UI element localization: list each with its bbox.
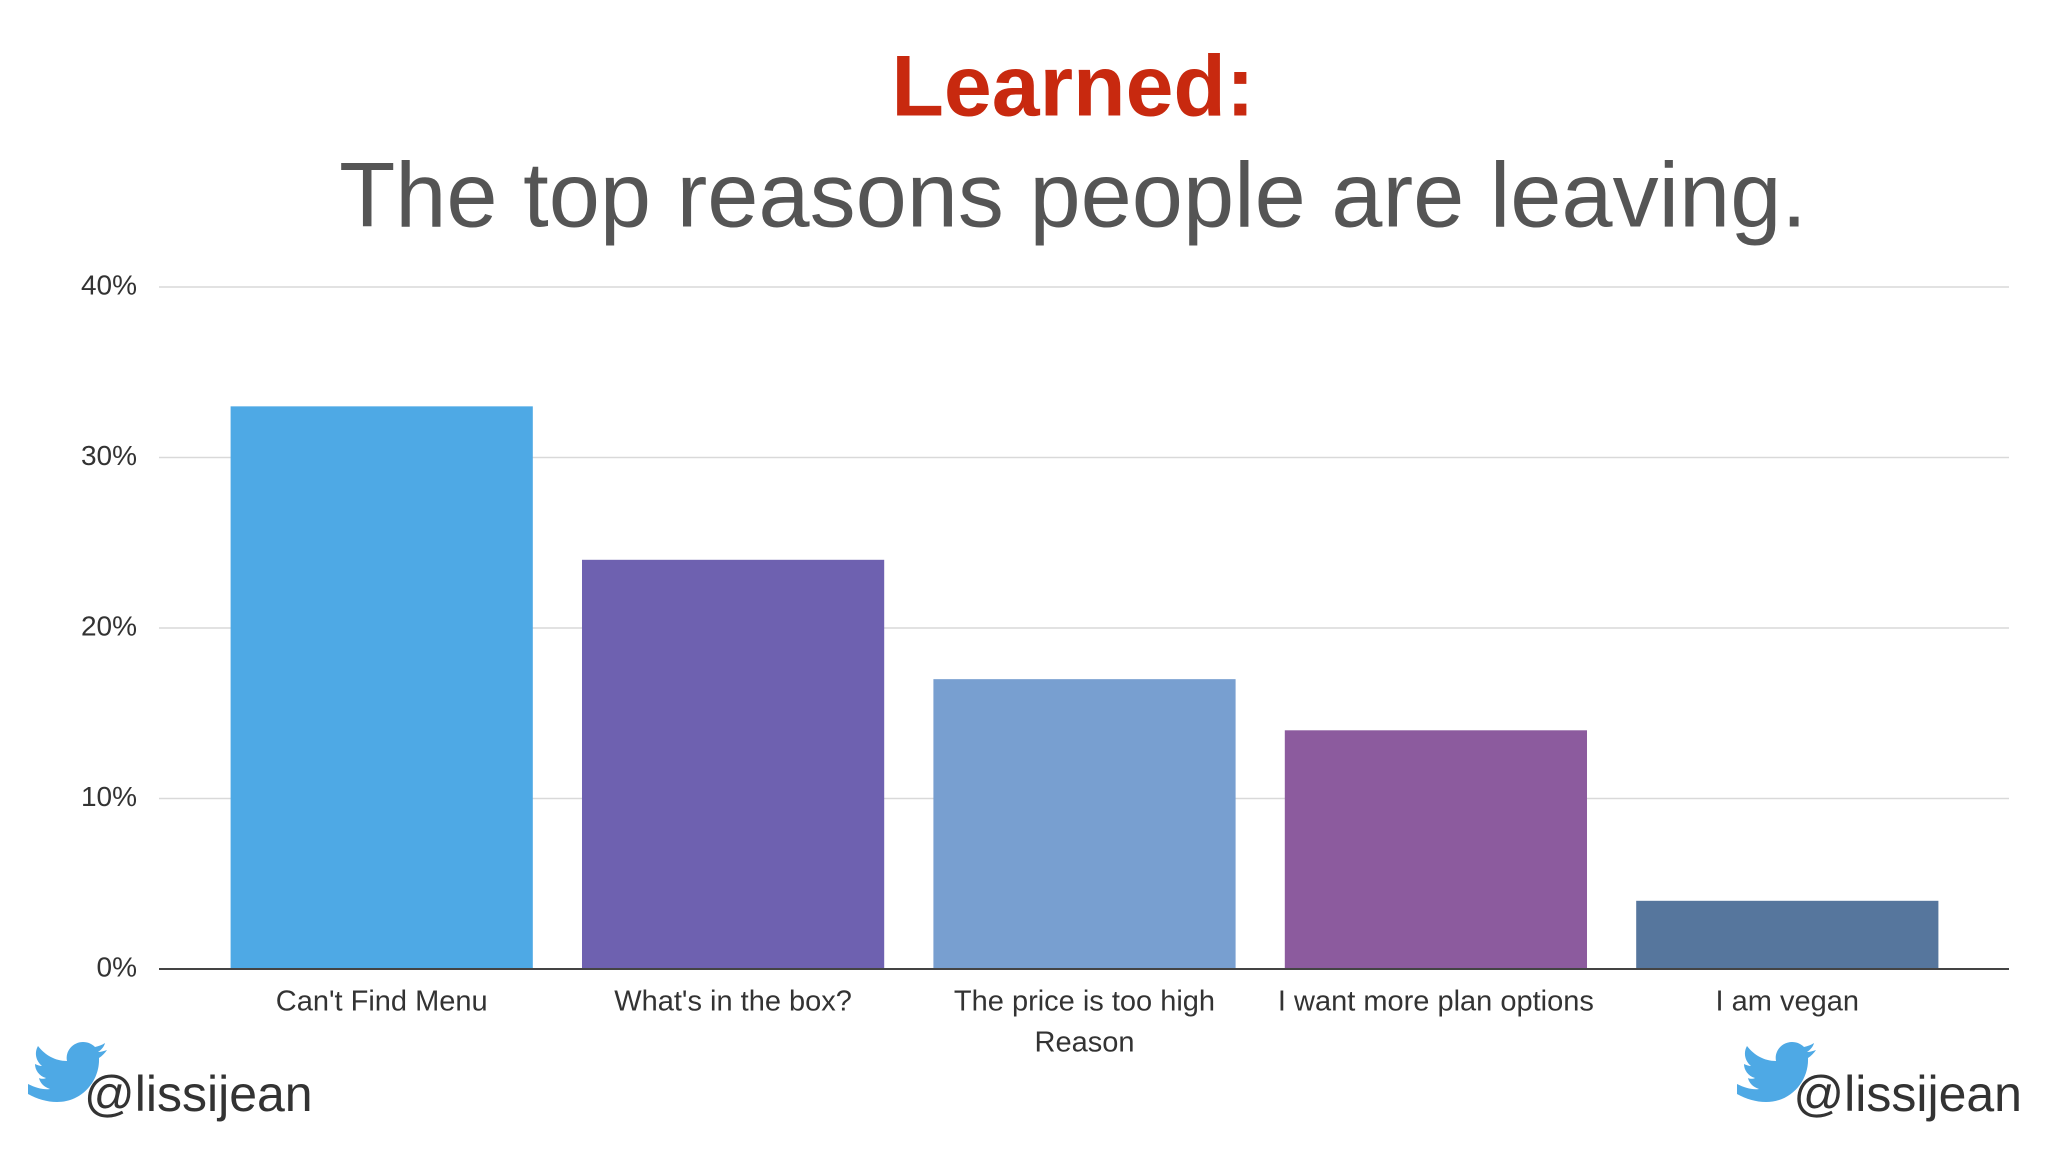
- y-tick-label: 30%: [81, 440, 137, 471]
- chart-subtitle: The top reasons people are leaving.: [339, 144, 1807, 246]
- x-tick-label: The price is too high: [954, 986, 1215, 1018]
- y-tick-label: 20%: [81, 610, 137, 641]
- y-tick-label: 0%: [97, 951, 137, 982]
- handle: @lissijean: [84, 1066, 313, 1122]
- bar: [230, 406, 533, 970]
- x-tick-label: I want more plan options: [1278, 986, 1594, 1018]
- x-axis-label: Reason: [1035, 1027, 1135, 1059]
- bar: [581, 559, 885, 969]
- chart-title: Learned:: [891, 39, 1254, 135]
- bar: [1636, 900, 1939, 969]
- x-tick-label: Can't Find Menu: [276, 986, 488, 1018]
- x-tick-label: I am vegan: [1716, 986, 1859, 1018]
- x-tick-label: What's in the box?: [614, 986, 852, 1018]
- y-tick-label: 40%: [81, 269, 137, 300]
- bird-icon: [1737, 1042, 1816, 1102]
- bar: [1284, 730, 1588, 969]
- y-tick-label: 10%: [81, 781, 137, 812]
- bar: [933, 679, 1236, 969]
- handle: @lissijean: [1793, 1066, 2022, 1122]
- bird-icon: [28, 1042, 107, 1102]
